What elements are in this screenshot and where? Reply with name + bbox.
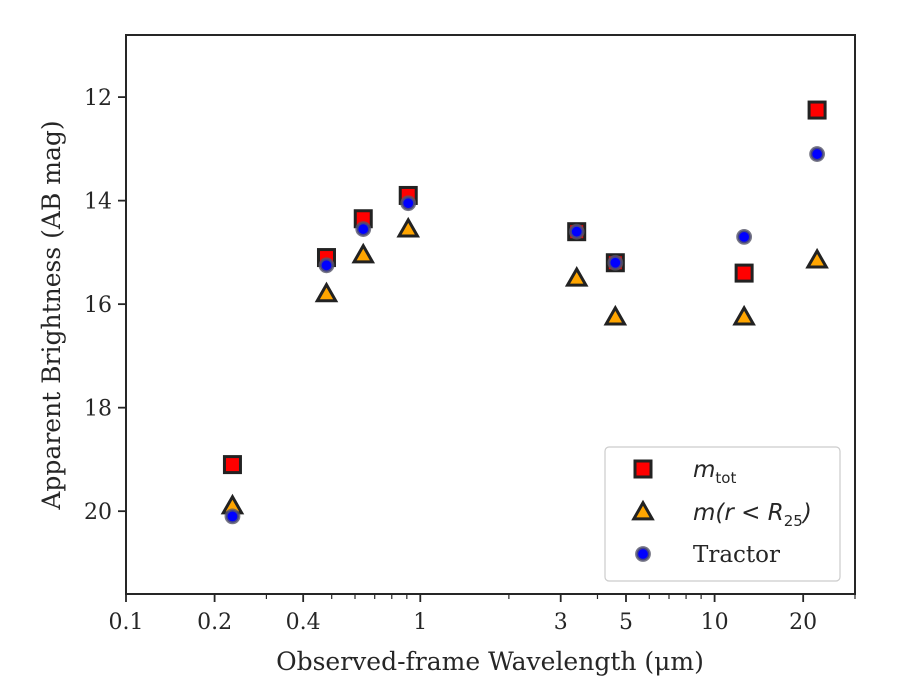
- legend-marker-square: [633, 459, 653, 479]
- legend-item: Tractor: [635, 542, 780, 568]
- legend-label: mtot: [693, 457, 736, 487]
- circle-marker: [736, 228, 753, 245]
- square-marker: [633, 459, 653, 479]
- data-point-triangle: [805, 247, 829, 269]
- data-marks: [220, 100, 829, 525]
- x-tick-label: 5: [619, 610, 633, 635]
- triangle-marker: [631, 499, 655, 521]
- square-marker: [807, 100, 827, 120]
- data-point-circle: [224, 508, 241, 525]
- circle-marker: [568, 223, 585, 240]
- triangle-marker: [351, 242, 376, 264]
- data-point-circle: [568, 223, 585, 240]
- data-point-circle: [318, 257, 335, 274]
- square-marker: [734, 263, 754, 283]
- legend-label-subscript: 25: [784, 512, 803, 530]
- x-tick-label: 1: [413, 610, 427, 635]
- x-axis-label: Observed-frame Wavelength (μm): [276, 647, 704, 676]
- x-tick-label: 10: [701, 610, 729, 635]
- legend: mtot m(r < R25) Tractor: [604, 446, 841, 582]
- circle-marker: [809, 146, 825, 162]
- x-tick-label: 20: [789, 610, 817, 635]
- y-tick-label: 14: [84, 190, 112, 215]
- legend-label: Tractor: [693, 542, 780, 568]
- legend-marker-triangle: [631, 499, 655, 521]
- circle-marker: [355, 221, 372, 237]
- data-point-square: [734, 263, 754, 283]
- circle-marker: [607, 254, 624, 271]
- y-tick-label: 16: [84, 293, 112, 318]
- x-axis: 0.1 0.2 0.4 1 3 5 10 20: [109, 594, 856, 635]
- legend-label-main: m(r < R: [693, 500, 784, 526]
- x-tick-label: 0.1: [109, 610, 144, 635]
- data-point-triangle: [603, 304, 628, 326]
- y-tick-label: 20: [84, 500, 112, 525]
- x-tick-label: 0.2: [197, 610, 232, 635]
- x-tick-label: 0.4: [286, 610, 321, 635]
- data-point-circle: [809, 146, 825, 162]
- triangle-marker: [314, 281, 339, 303]
- legend-item: m(r < R25): [631, 499, 812, 530]
- y-tick-label: 12: [84, 86, 112, 111]
- triangle-marker: [603, 304, 628, 326]
- legend-label: m(r < R25): [693, 500, 812, 530]
- data-point-triangle: [564, 266, 589, 287]
- x-tick-label: 3: [554, 610, 568, 635]
- data-point-triangle: [351, 242, 376, 264]
- legend-marker-circle: [635, 546, 651, 562]
- circle-marker: [635, 546, 651, 562]
- triangle-marker: [732, 304, 756, 326]
- data-point-square: [222, 455, 242, 475]
- data-point-circle: [736, 228, 753, 245]
- plot-frame: [125, 34, 856, 595]
- legend-label-subscript: tot: [715, 469, 736, 487]
- legend-label-tail: ): [801, 500, 812, 526]
- data-point-triangle: [396, 216, 421, 238]
- data-point-square: [807, 100, 827, 120]
- legend-label-main: m: [693, 457, 715, 483]
- data-point-circle: [355, 221, 372, 237]
- circle-marker: [400, 195, 417, 212]
- triangle-marker: [805, 247, 829, 269]
- data-point-triangle: [732, 304, 756, 326]
- y-axis: 12 14 16 18 20: [84, 86, 126, 525]
- triangle-marker: [564, 266, 589, 287]
- y-tick-label: 18: [84, 397, 112, 422]
- data-point-circle: [400, 195, 417, 212]
- legend-box: [604, 446, 841, 582]
- data-point-triangle: [314, 281, 339, 303]
- legend-item: mtot: [633, 457, 736, 487]
- data-point-circle: [607, 254, 624, 271]
- circle-marker: [224, 508, 241, 525]
- triangle-marker: [396, 216, 421, 238]
- y-axis-label: Apparent Brightness (AB mag): [37, 120, 66, 510]
- circle-marker: [318, 257, 335, 274]
- square-marker: [222, 455, 242, 475]
